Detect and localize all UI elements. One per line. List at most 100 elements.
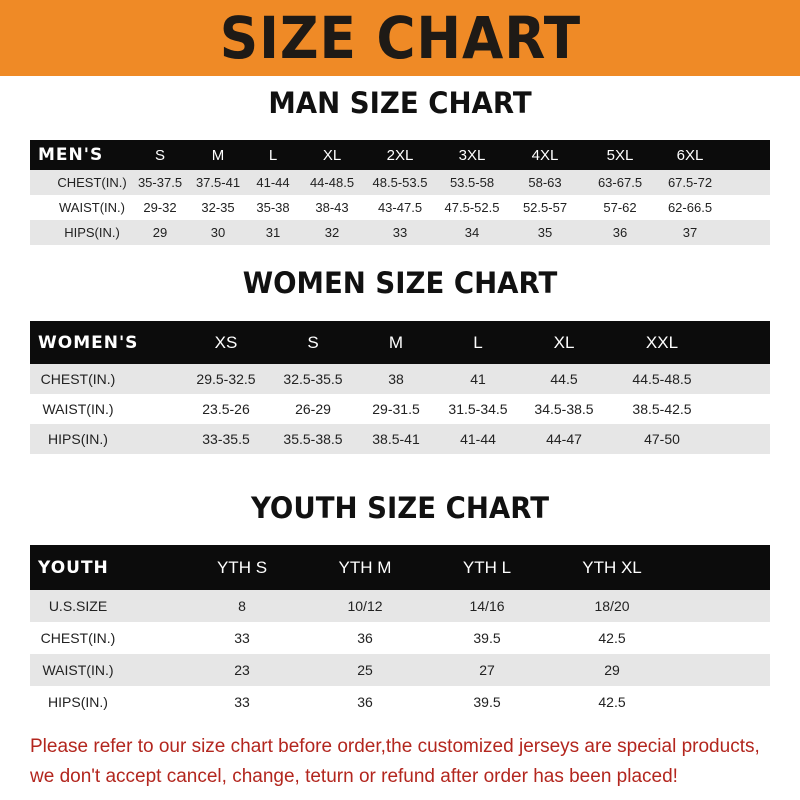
size-column-header: XL bbox=[553, 332, 575, 352]
size-column-header: M bbox=[388, 332, 404, 352]
size-column-header: YTH M bbox=[338, 557, 392, 577]
table-cell: 33 bbox=[392, 225, 408, 240]
table-cell: 10/12 bbox=[347, 598, 383, 614]
table-cell: 32.5-35.5 bbox=[283, 371, 343, 387]
table-cell: 42.5 bbox=[598, 694, 626, 710]
table-cell: 43-47.5 bbox=[377, 200, 423, 215]
table-cell: 29 bbox=[152, 225, 168, 240]
table-cell: 35.5-38.5 bbox=[283, 431, 343, 447]
table-row: HIPS(IN.) 29 30 31 32 33 34 35 36 37 bbox=[30, 220, 770, 245]
size-column-header: L bbox=[473, 332, 483, 352]
table-cell: 27 bbox=[479, 662, 495, 678]
table-cell: 23.5-26 bbox=[202, 401, 250, 417]
size-column-header: YTH S bbox=[216, 557, 268, 577]
youth-heading: YOUTH SIZE CHART bbox=[250, 491, 550, 525]
men-heading: MAN SIZE CHART bbox=[268, 86, 532, 120]
header-row: MEN'S S M L XL 2XL 3XL 4XL 5XL 6XL bbox=[30, 140, 770, 170]
page-title: SIZE CHART bbox=[219, 4, 581, 72]
table-cell: 31 bbox=[265, 225, 281, 240]
women-heading: WOMEN SIZE CHART bbox=[242, 266, 558, 300]
table-cell: 18/20 bbox=[594, 598, 630, 614]
table-row: CHEST(IN.) 33 36 39.5 42.5 bbox=[30, 622, 770, 654]
size-column-header: 6XL bbox=[676, 146, 704, 164]
table-cell: 38-43 bbox=[315, 200, 349, 215]
table-row: CHEST(IN.) 29.5-32.5 32.5-35.5 38 41 44.5 44.5… bbox=[30, 364, 770, 394]
table-cell: 67.5-72 bbox=[667, 175, 713, 190]
table-cell: 42.5 bbox=[598, 630, 626, 646]
size-column-header: S bbox=[307, 332, 319, 352]
row-label: CHEST(IN.) bbox=[40, 371, 116, 387]
size-column-header: 3XL bbox=[458, 146, 486, 164]
size-column-header: M bbox=[211, 146, 225, 164]
table-row: HIPS(IN.) 33-35.5 35.5-38.5 38.5-41 41-44 44-… bbox=[30, 424, 770, 454]
table-cell: 14/16 bbox=[469, 598, 505, 614]
table-cell: 52.5-57 bbox=[522, 200, 568, 215]
table-row: CHEST(IN.) 35-37.5 37.5-41 41-44 44-48.5 48.5… bbox=[30, 170, 770, 195]
table-row: WAIST(IN.) 23 25 27 29 bbox=[30, 654, 770, 686]
header-row: WOMEN'S XS S M L XL XXL bbox=[30, 321, 770, 364]
table-cell: 41 bbox=[470, 371, 486, 387]
table-cell: 44.5-48.5 bbox=[632, 371, 692, 387]
table-cell: 35-38 bbox=[256, 200, 290, 215]
table-cell: 33-35.5 bbox=[202, 431, 250, 447]
table-cell: 44-48.5 bbox=[309, 175, 355, 190]
table-cell: 47.5-52.5 bbox=[444, 200, 500, 215]
table-cell: 44-47 bbox=[546, 431, 582, 447]
table-cell: 47-50 bbox=[644, 431, 680, 447]
table-cell: 37.5-41 bbox=[195, 175, 241, 190]
table-cell: 35-37.5 bbox=[137, 175, 183, 190]
table-cell: 36 bbox=[612, 225, 628, 240]
size-column-header: L bbox=[268, 146, 278, 164]
table-cell: 26-29 bbox=[295, 401, 331, 417]
table-cell: 57-62 bbox=[603, 200, 637, 215]
size-column-header: 5XL bbox=[606, 146, 634, 164]
size-column-header: YTH XL bbox=[582, 557, 642, 577]
table-cell: 63-67.5 bbox=[597, 175, 643, 190]
table-cell: 58-63 bbox=[528, 175, 562, 190]
table-row: U.S.SIZE 8 10/12 14/16 18/20 bbox=[30, 590, 770, 622]
table-cell: 53.5-58 bbox=[449, 175, 495, 190]
table-cell: 29.5-32.5 bbox=[196, 371, 256, 387]
row-label: WAIST(IN.) bbox=[59, 200, 125, 215]
table-cell: 36 bbox=[357, 694, 373, 710]
row-label: WAIST(IN.) bbox=[42, 662, 114, 678]
size-column-header: 4XL bbox=[531, 146, 559, 164]
table-cell: 39.5 bbox=[473, 630, 501, 646]
notice-line-2: we don't accept cancel, change, teturn o… bbox=[30, 766, 678, 787]
table-label: WOMEN'S bbox=[38, 332, 139, 353]
table-label: YOUTH bbox=[38, 557, 109, 578]
header-row: YOUTH YTH S YTH M YTH L YTH XL bbox=[30, 545, 770, 590]
table-cell: 38.5-42.5 bbox=[632, 401, 692, 417]
size-column-header: S bbox=[154, 146, 166, 164]
table-cell: 34 bbox=[464, 225, 480, 240]
table-cell: 41-44 bbox=[256, 175, 290, 190]
table-row: HIPS(IN.) 33 36 39.5 42.5 bbox=[30, 686, 770, 718]
table-cell: 38 bbox=[388, 371, 404, 387]
row-label: WAIST(IN.) bbox=[42, 401, 114, 417]
table-cell: 48.5-53.5 bbox=[372, 175, 428, 190]
table-cell: 35 bbox=[537, 225, 553, 240]
table-cell: 23 bbox=[234, 662, 250, 678]
table-cell: 36 bbox=[357, 630, 373, 646]
table-cell: 25 bbox=[357, 662, 373, 678]
row-label: HIPS(IN.) bbox=[48, 431, 108, 447]
table-cell: 31.5-34.5 bbox=[448, 401, 508, 417]
table-row: WAIST(IN.) 29-32 32-35 35-38 38-43 43-47.5 47.… bbox=[30, 195, 770, 220]
table-cell: 8 bbox=[238, 598, 246, 614]
row-label: U.S.SIZE bbox=[48, 598, 108, 614]
notice-line-1: Please refer to our size chart before or… bbox=[30, 736, 760, 757]
size-column-header: YTH L bbox=[462, 557, 512, 577]
size-column-header: 2XL bbox=[386, 146, 414, 164]
table-cell: 32 bbox=[324, 225, 340, 240]
table-cell: 37 bbox=[682, 225, 698, 240]
table-cell: 41-44 bbox=[460, 431, 496, 447]
size-column-header: XS bbox=[214, 332, 238, 352]
table-cell: 29-31.5 bbox=[372, 401, 420, 417]
table-cell: 29 bbox=[604, 662, 620, 678]
table-cell: 38.5-41 bbox=[372, 431, 420, 447]
table-cell: 39.5 bbox=[473, 694, 501, 710]
title-banner: SIZE CHART bbox=[0, 0, 800, 76]
table-cell: 30 bbox=[210, 225, 226, 240]
table-cell: 33 bbox=[234, 630, 250, 646]
size-column-header: XXL bbox=[645, 332, 679, 352]
